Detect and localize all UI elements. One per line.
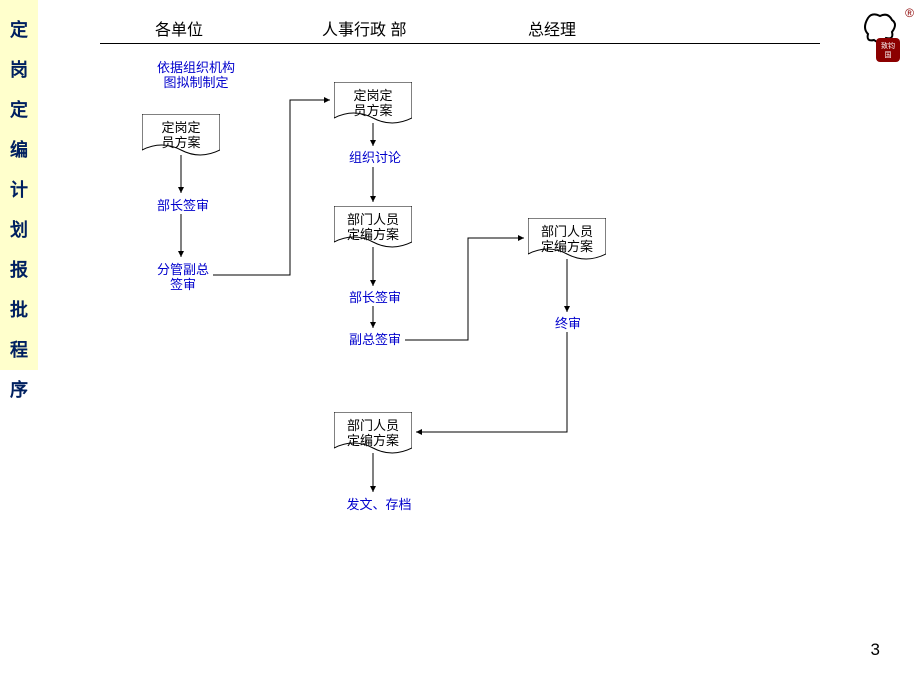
lane-headers: 各单位 人事行政 部 总经理 <box>100 16 820 44</box>
doc-box-plan-2: 定岗定员方案 <box>334 82 412 126</box>
annotation-vp-sign-2: 副总签审 <box>345 332 405 347</box>
sidebar-char: 定 <box>10 16 28 42</box>
sidebar-char: 岗 <box>10 56 28 82</box>
page-number: 3 <box>871 640 880 660</box>
sidebar-char: 定 <box>10 96 28 122</box>
sidebar-char: 序 <box>10 376 28 402</box>
sidebar-title-strip: 定 岗 定 编 计 划 报 批 程 序 <box>0 0 38 370</box>
sidebar-char: 报 <box>10 256 28 282</box>
connectors-layer <box>0 0 920 690</box>
sidebar-char: 划 <box>10 216 28 242</box>
doc-box-staffing-1: 部门人员定编方案 <box>334 206 412 250</box>
annotation-archive: 发文、存档 <box>339 497 419 512</box>
lane-header-units: 各单位 <box>155 16 203 40</box>
annotation-final: 终审 <box>553 316 583 331</box>
annotation-basis: 依据组织机构图拟制制定 <box>146 60 246 90</box>
svg-text:致钧: 致钧 <box>881 41 895 50</box>
sidebar-char: 编 <box>10 136 28 162</box>
doc-box-staffing-2: 部门人员定编方案 <box>528 218 606 262</box>
svg-text:国: 国 <box>885 51 892 59</box>
annotation-dept-sign: 部长签审 <box>153 198 213 213</box>
lane-header-gm: 总经理 <box>528 16 576 40</box>
sidebar-char: 批 <box>10 296 28 322</box>
annotation-dept-sign-2: 部长签审 <box>345 290 405 305</box>
lane-header-hr: 人事行政 部 <box>322 16 406 40</box>
doc-box-staffing-3: 部门人员定编方案 <box>334 412 412 456</box>
annotation-vp-sign: 分管副总签审 <box>148 262 218 292</box>
doc-box-plan-1: 定岗定员方案 <box>142 114 220 158</box>
sidebar-char: 计 <box>10 176 28 202</box>
registered-mark: ® <box>905 6 914 20</box>
sidebar-char: 程 <box>10 336 28 362</box>
annotation-discuss: 组织讨论 <box>345 150 405 165</box>
company-logo: 致钧 国 <box>858 10 908 66</box>
